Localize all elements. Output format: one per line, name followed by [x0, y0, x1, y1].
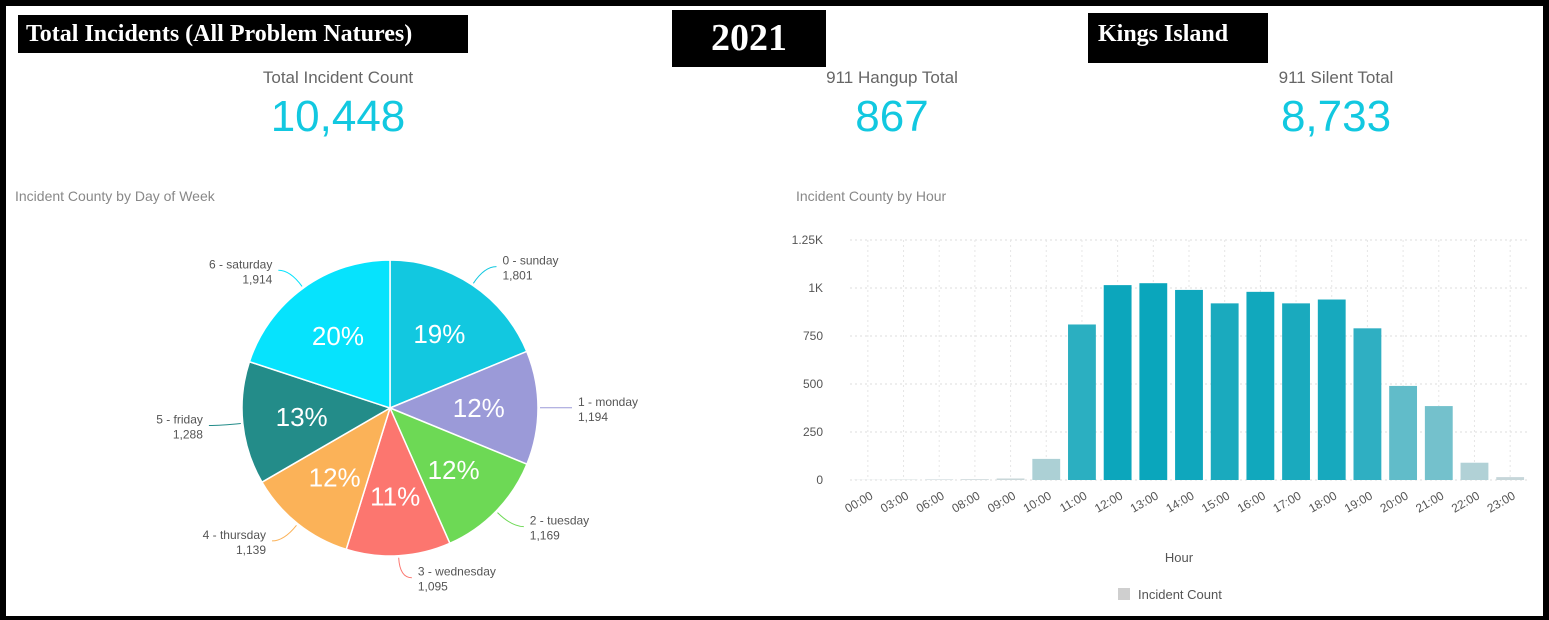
pie-slice[interactable]: [248, 259, 391, 410]
bar[interactable]: [1317, 299, 1346, 480]
pie-value-label: 1,194: [578, 410, 608, 424]
x-tick-label: 14:00: [1163, 488, 1196, 515]
dashboard-title: Total Incidents (All Problem Natures): [26, 21, 413, 47]
pie-value-label: 1,169: [530, 529, 560, 543]
pie-slice-percent: 13%: [276, 402, 328, 432]
bar[interactable]: [1139, 283, 1168, 480]
x-tick-label: 12:00: [1092, 488, 1125, 515]
pie-slice[interactable]: [345, 405, 451, 557]
x-tick-label: 18:00: [1306, 488, 1339, 515]
x-tick-label: 22:00: [1449, 488, 1482, 515]
x-tick-label: 23:00: [1485, 488, 1518, 515]
bar[interactable]: [1460, 462, 1489, 480]
pie-category-label: 6 - saturday: [209, 257, 272, 271]
y-tick-label: 1.25K: [792, 233, 823, 247]
pie-value-label: 1,288: [173, 428, 203, 442]
x-tick-label: 21:00: [1413, 488, 1446, 515]
location-banner: Kings Island: [1088, 13, 1268, 63]
x-tick-label: 09:00: [985, 488, 1018, 515]
y-tick-label: 0: [816, 473, 823, 487]
legend-label: Incident Count: [1138, 587, 1222, 602]
y-tick-label: 250: [803, 425, 823, 439]
pie-slice-percent: 12%: [309, 462, 361, 492]
pie-slice[interactable]: [389, 259, 528, 410]
bar[interactable]: [960, 479, 989, 480]
pie-category-label: 4 - thursday: [203, 528, 266, 542]
pie-value-label: 1,139: [236, 543, 266, 557]
pie-slice[interactable]: [241, 360, 392, 484]
pie-leader-line: [398, 557, 412, 579]
pie-slice-percent: 12%: [453, 393, 505, 423]
pie-slice[interactable]: [260, 406, 392, 551]
kpi-total-label: Total Incident Count: [262, 68, 414, 87]
kpi-silent-label: 911 Silent Total: [1278, 68, 1394, 87]
x-tick-label: 16:00: [1235, 488, 1268, 515]
bar[interactable]: [1496, 477, 1525, 480]
bar-chart: 0 250 500 750 1K 1.25K 00:00 03:00 06:00 08:00 09:…: [792, 233, 1528, 602]
pie-leader-line: [208, 422, 241, 427]
pie-category-label: 0 - sunday: [502, 254, 558, 268]
x-tick-label: 10:00: [1021, 488, 1054, 515]
pie-slice[interactable]: [388, 350, 539, 466]
x-axis-label: Hour: [1165, 550, 1194, 565]
kpi-silent-value: 8,733: [1280, 92, 1392, 141]
pie-leader-line: [472, 266, 497, 284]
x-tick-label: 11:00: [1057, 488, 1090, 515]
pie-value-label: 1,914: [242, 272, 272, 286]
year-label: 2021: [711, 17, 787, 59]
x-tick-label: 19:00: [1342, 488, 1375, 515]
x-tick-label: 08:00: [949, 488, 982, 515]
kpi-hangup-value: 867: [855, 92, 929, 141]
y-tick-label: 750: [803, 329, 823, 343]
bar[interactable]: [1282, 303, 1310, 480]
bar[interactable]: [1389, 385, 1418, 480]
bar[interactable]: [1246, 291, 1275, 480]
x-tick-label: 20:00: [1378, 488, 1411, 515]
bar[interactable]: [1424, 406, 1453, 480]
pie-category-label: 5 - friday: [156, 413, 203, 427]
x-tick-label: 00:00: [842, 488, 875, 515]
bar[interactable]: [1103, 285, 1132, 480]
pie-leader-line: [278, 269, 303, 287]
x-tick-label: 06:00: [914, 488, 947, 515]
pie-chart-title: Incident County by Day of Week: [15, 188, 215, 204]
pie-category-label: 2 - tuesday: [530, 514, 589, 528]
x-tick-label: 17:00: [1271, 488, 1304, 515]
pie-category-label: 1 - monday: [578, 395, 638, 409]
bar[interactable]: [1210, 303, 1239, 480]
bar-chart-title: Incident County by Hour: [796, 188, 947, 204]
bar[interactable]: [1032, 458, 1061, 480]
pie-slice-percent: 11%: [370, 482, 420, 512]
y-tick-label: 500: [803, 377, 823, 391]
kpi-total-value: 10,448: [270, 92, 406, 141]
pie-slice-percent: 12%: [428, 455, 480, 485]
year-banner: 2021: [672, 10, 826, 67]
x-tick-label: 15:00: [1199, 488, 1232, 515]
pie-slice-percent: 20%: [312, 321, 364, 351]
pie-value-label: 1,801: [502, 269, 532, 283]
dashboard-title-banner: Total Incidents (All Problem Natures): [18, 15, 468, 53]
pie-leader-line: [497, 512, 524, 528]
bar[interactable]: [996, 478, 1025, 480]
location-label: Kings Island: [1098, 21, 1229, 47]
kpi-hangup-label: 911 Hangup Total: [826, 68, 958, 87]
bar[interactable]: [1353, 328, 1382, 480]
y-tick-label: 1K: [808, 281, 823, 295]
x-tick-label: 03:00: [878, 488, 911, 515]
x-tick-label: 13:00: [1128, 488, 1161, 515]
pie-slice[interactable]: [388, 406, 528, 545]
legend-swatch: [1118, 588, 1130, 600]
pie-slice-percent: 19%: [413, 319, 465, 349]
bar[interactable]: [1068, 324, 1096, 480]
pie-leader-line: [271, 524, 297, 542]
pie-category-label: 3 - wednesday: [418, 565, 496, 579]
bar[interactable]: [1175, 289, 1203, 480]
bar[interactable]: [925, 479, 954, 480]
pie-value-label: 1,095: [418, 580, 448, 594]
